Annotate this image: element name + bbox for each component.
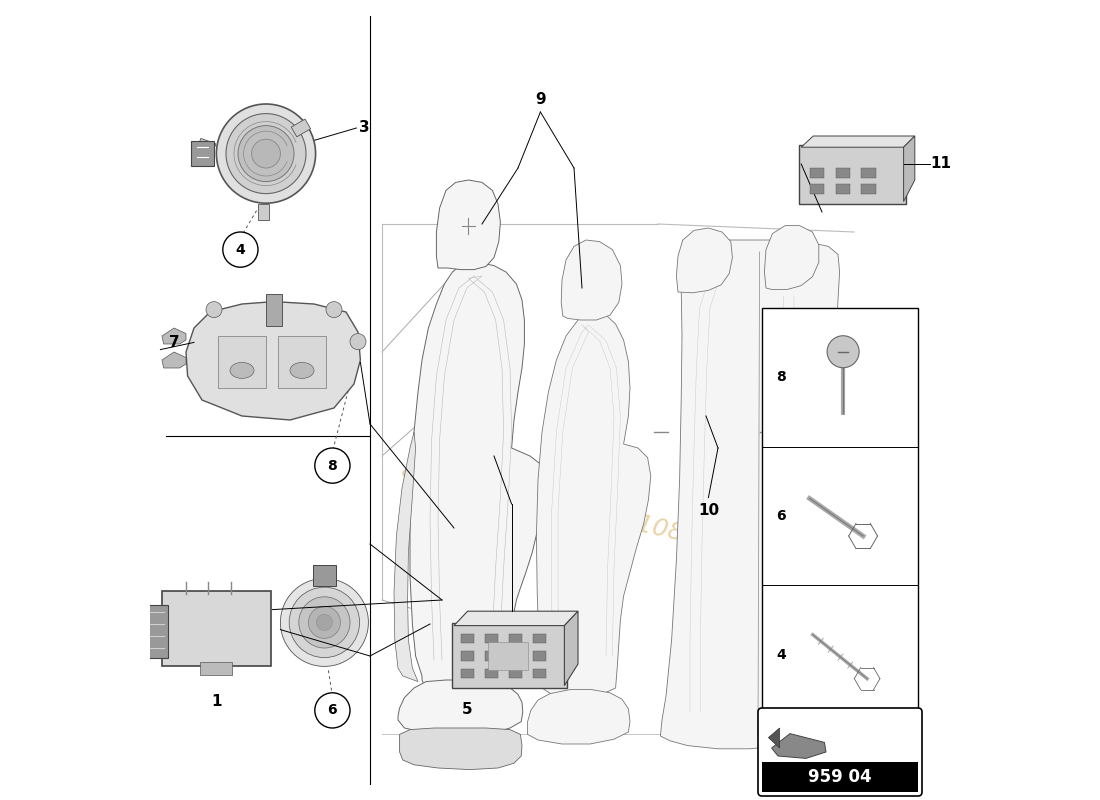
Bar — [200, 662, 232, 675]
Circle shape — [827, 336, 859, 368]
Circle shape — [280, 578, 368, 666]
Bar — [810, 184, 824, 194]
Polygon shape — [676, 228, 733, 293]
Text: 11: 11 — [930, 157, 950, 171]
Polygon shape — [162, 352, 186, 368]
Bar — [861, 184, 876, 194]
Bar — [836, 184, 850, 194]
Circle shape — [315, 448, 350, 483]
Polygon shape — [769, 728, 780, 748]
Polygon shape — [801, 136, 915, 147]
Bar — [762, 762, 918, 792]
Bar — [509, 651, 522, 661]
Ellipse shape — [230, 362, 254, 378]
Text: 10: 10 — [697, 503, 719, 518]
Circle shape — [289, 587, 360, 658]
Circle shape — [238, 126, 294, 182]
Bar — [762, 308, 918, 724]
Text: 9: 9 — [535, 93, 546, 107]
Circle shape — [217, 104, 316, 203]
Text: a passion for parts 1085: a passion for parts 1085 — [399, 458, 701, 550]
Bar — [461, 669, 474, 678]
Bar — [292, 119, 310, 137]
Bar — [278, 336, 326, 388]
Circle shape — [206, 302, 222, 318]
Polygon shape — [162, 328, 186, 344]
Text: 8: 8 — [777, 370, 786, 384]
Polygon shape — [903, 136, 915, 202]
Bar — [218, 336, 266, 388]
Text: 5: 5 — [462, 702, 473, 717]
Bar — [197, 138, 216, 154]
Text: 1: 1 — [211, 694, 222, 709]
Bar — [485, 669, 498, 678]
Circle shape — [308, 606, 340, 638]
FancyBboxPatch shape — [799, 145, 906, 204]
Circle shape — [226, 114, 306, 194]
Polygon shape — [771, 734, 826, 758]
Bar — [461, 651, 474, 661]
Bar — [485, 634, 498, 643]
Bar — [258, 204, 270, 220]
Bar — [534, 651, 546, 661]
Polygon shape — [564, 611, 578, 686]
FancyBboxPatch shape — [162, 591, 271, 666]
Polygon shape — [186, 302, 361, 420]
FancyBboxPatch shape — [452, 623, 566, 688]
Bar — [861, 168, 876, 178]
Text: 2: 2 — [323, 699, 333, 714]
Polygon shape — [410, 262, 543, 702]
Polygon shape — [528, 690, 630, 744]
Text: 4: 4 — [235, 242, 245, 257]
Text: 4: 4 — [777, 648, 786, 662]
Ellipse shape — [290, 362, 314, 378]
Circle shape — [326, 302, 342, 318]
Bar — [534, 669, 546, 678]
Polygon shape — [561, 240, 621, 320]
Text: 3: 3 — [359, 121, 370, 135]
Polygon shape — [437, 180, 501, 270]
Circle shape — [315, 693, 350, 728]
Circle shape — [223, 232, 258, 267]
Text: 8: 8 — [328, 458, 338, 473]
Polygon shape — [764, 226, 818, 290]
Polygon shape — [660, 240, 850, 749]
Polygon shape — [454, 611, 578, 626]
Circle shape — [299, 597, 350, 648]
Bar — [509, 634, 522, 643]
Polygon shape — [399, 728, 522, 770]
Bar — [534, 634, 546, 643]
FancyBboxPatch shape — [314, 565, 336, 586]
Bar — [461, 634, 474, 643]
FancyBboxPatch shape — [190, 141, 214, 166]
Bar — [836, 168, 850, 178]
Text: 6: 6 — [777, 509, 786, 523]
Polygon shape — [828, 354, 851, 602]
Text: 7: 7 — [168, 335, 179, 350]
Bar — [810, 168, 824, 178]
Bar — [266, 294, 282, 326]
Circle shape — [252, 139, 280, 168]
Circle shape — [317, 614, 332, 630]
FancyBboxPatch shape — [758, 708, 922, 796]
Bar — [509, 669, 522, 678]
Bar — [485, 651, 498, 661]
Polygon shape — [537, 312, 651, 699]
Polygon shape — [394, 432, 418, 682]
Circle shape — [350, 334, 366, 350]
Polygon shape — [398, 680, 522, 734]
Text: 6: 6 — [328, 703, 338, 718]
Bar — [487, 642, 528, 670]
FancyBboxPatch shape — [144, 605, 168, 658]
Text: 959 04: 959 04 — [808, 768, 872, 786]
